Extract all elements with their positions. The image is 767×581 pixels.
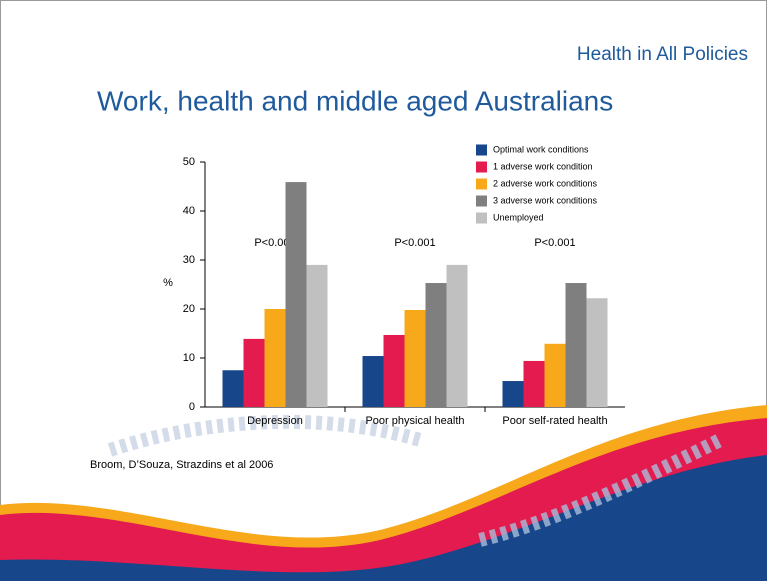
bar — [425, 283, 447, 407]
bar — [586, 298, 608, 407]
decorative-waves — [0, 405, 767, 581]
bar — [243, 338, 265, 407]
bar — [446, 264, 468, 407]
legend-label: Unemployed — [493, 212, 544, 222]
legend-label: 3 adverse work conditions — [493, 195, 598, 205]
y-tick-label: 50 — [183, 156, 195, 168]
legend-swatch — [476, 178, 487, 190]
x-tick-label: Poor self-rated health — [502, 415, 607, 427]
bar — [285, 182, 307, 407]
y-tick-label: 20 — [183, 303, 195, 315]
legend-label: 1 adverse work condition — [493, 161, 593, 171]
pattern-band — [107, 414, 423, 457]
footer: Broom, D’Souza, Strazdins et al 2006 — [90, 459, 273, 471]
annotation: P<0.001 — [254, 237, 295, 249]
header: Health in All Policies — [577, 44, 748, 65]
x-tick-label: Depression — [247, 415, 303, 427]
y-tick-label: 10 — [183, 352, 195, 364]
bar — [264, 309, 286, 407]
legend-swatch — [476, 212, 487, 224]
bar — [362, 356, 384, 407]
legend-label: 2 adverse work conditions — [493, 178, 598, 188]
bar — [544, 343, 566, 407]
y-tick-label: 0 — [189, 401, 195, 413]
legend-label: Optimal work conditions — [493, 144, 589, 154]
x-tick-label: Poor physical health — [365, 415, 464, 427]
legend-swatch — [476, 144, 487, 156]
y-axis-label: % — [163, 277, 173, 289]
bar — [222, 370, 244, 407]
bar — [383, 334, 405, 407]
annotation: P<0.001 — [394, 237, 435, 249]
bar — [523, 360, 545, 407]
bar — [404, 309, 426, 407]
legend-swatch — [476, 195, 487, 207]
bar — [306, 264, 328, 407]
plot: 0 10 20 30 40 50 Depression P<0.001 Poor physica… — [183, 144, 625, 427]
blue-wave — [0, 455, 767, 581]
annotation: P<0.001 — [534, 237, 575, 249]
bar — [502, 381, 524, 407]
legend-swatch — [476, 161, 487, 173]
bar — [565, 283, 587, 407]
chart-title: Work, health and middle aged Australians — [97, 85, 613, 116]
y-tick-label: 40 — [183, 205, 195, 217]
y-tick-label: 30 — [183, 254, 195, 266]
